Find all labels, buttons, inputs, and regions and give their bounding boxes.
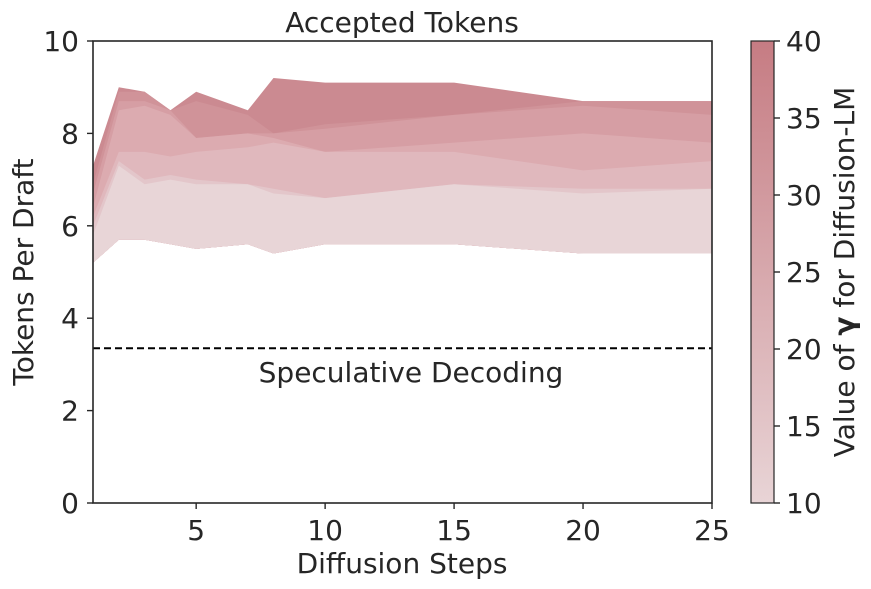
colorbar-tick-label: 15: [786, 410, 822, 443]
chart-title: Accepted Tokens: [285, 6, 519, 39]
x-tick-label: 25: [694, 514, 730, 547]
baseline-label: Speculative Decoding: [259, 356, 564, 389]
x-tick-label: 20: [565, 514, 601, 547]
colorbar-label: Value of γ for Diffusion-LM: [828, 87, 861, 458]
y-tick-label: 8: [61, 117, 79, 150]
y-tick-label: 6: [61, 210, 79, 243]
y-tick-label: 2: [61, 395, 79, 428]
colorbar-tick-label: 35: [786, 102, 822, 135]
colorbar-tick-label: 10: [786, 487, 822, 520]
y-tick-label: 4: [61, 302, 79, 335]
x-axis-label: Diffusion Steps: [297, 547, 508, 580]
x-tick-label: 10: [307, 514, 343, 547]
x-tick-label: 5: [187, 514, 205, 547]
colorbar-tick-label: 30: [786, 179, 822, 212]
colorbar-ticks: 10 15 20 25 30 35 40: [774, 25, 822, 520]
area-bands: [93, 78, 712, 263]
colorbar-tick-label: 20: [786, 333, 822, 366]
y-tick-label: 0: [61, 487, 79, 520]
x-tick-label: 15: [436, 514, 472, 547]
y-axis-label: Tokens Per Draft: [7, 158, 40, 386]
y-axis-ticks: 0 2 4 6 8 10: [43, 25, 93, 520]
colorbar-tick-label: 25: [786, 256, 822, 289]
y-tick-label: 10: [43, 25, 79, 58]
x-axis-ticks: 5 10 15 20 25: [187, 503, 730, 547]
colorbar: [751, 41, 774, 503]
colorbar-tick-label: 40: [786, 25, 822, 58]
